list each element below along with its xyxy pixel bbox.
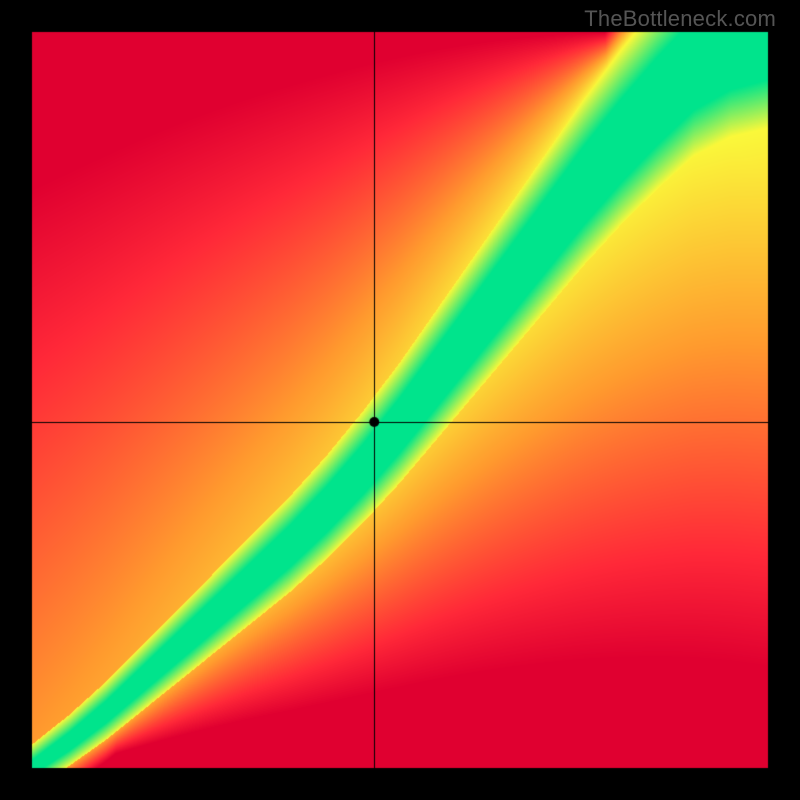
chart-container: TheBottleneck.com	[0, 0, 800, 800]
watermark-text: TheBottleneck.com	[584, 6, 776, 32]
heatmap-canvas	[0, 0, 800, 800]
